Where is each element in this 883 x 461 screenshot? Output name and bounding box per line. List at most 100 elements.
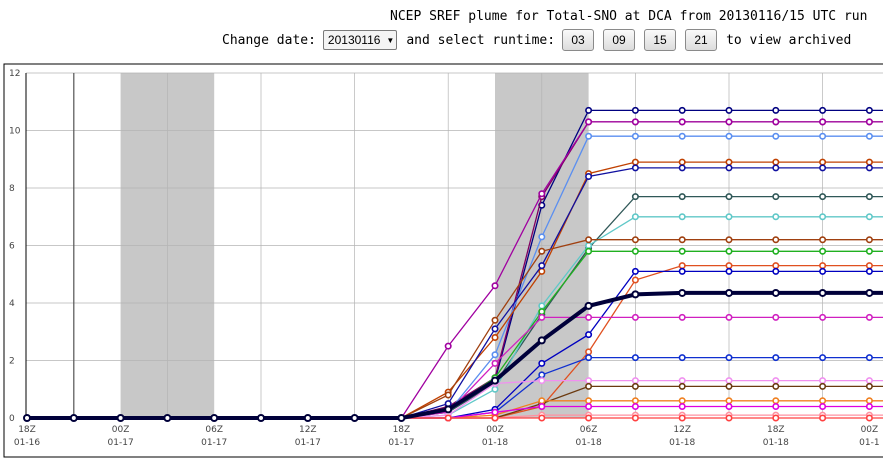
mean-series-line bbox=[27, 290, 883, 420]
mean-series-point bbox=[23, 414, 31, 422]
member-series-point bbox=[819, 158, 827, 166]
change-date-label: Change date: bbox=[222, 32, 316, 48]
member-series-point bbox=[725, 193, 733, 201]
member-series-point bbox=[819, 247, 827, 255]
member-series-point bbox=[585, 106, 593, 114]
x-tick-label-time: 06Z bbox=[580, 425, 598, 435]
member-series-point bbox=[772, 164, 780, 172]
member-series-point bbox=[678, 193, 686, 201]
member-series-point bbox=[631, 402, 639, 410]
member-series-point bbox=[865, 377, 873, 385]
member-series-point bbox=[865, 193, 873, 201]
member-series-point bbox=[538, 233, 546, 241]
member-series-point bbox=[865, 247, 873, 255]
member-series-point bbox=[631, 247, 639, 255]
mean-series-point bbox=[444, 405, 453, 414]
x-tick-label-date: 01-1 bbox=[859, 438, 879, 448]
member-series-point bbox=[678, 158, 686, 166]
member-series-point bbox=[865, 118, 873, 126]
member-series-point bbox=[725, 262, 733, 270]
member-series-point bbox=[631, 213, 639, 221]
mean-series-point bbox=[303, 414, 312, 422]
member-series-point bbox=[725, 313, 733, 321]
chevron-down-icon: ▼ bbox=[386, 35, 395, 45]
member-series-point bbox=[819, 262, 827, 270]
member-series-point bbox=[819, 164, 827, 172]
member-series-point bbox=[865, 397, 873, 405]
member-series-point bbox=[772, 236, 780, 244]
runtime-button-15[interactable]: 15 bbox=[644, 29, 677, 51]
member-series-point bbox=[631, 313, 639, 321]
member-series-point bbox=[444, 414, 452, 422]
member-series-point bbox=[772, 354, 780, 362]
member-series-point bbox=[538, 302, 546, 310]
member-series-point bbox=[631, 236, 639, 244]
member-series-point bbox=[678, 382, 686, 390]
runtime-button-09[interactable]: 09 bbox=[603, 29, 636, 51]
member-series-point bbox=[444, 342, 452, 350]
member-series-point bbox=[631, 267, 639, 275]
member-series-point bbox=[865, 313, 873, 321]
mean-series-point bbox=[631, 290, 640, 299]
member-series-point bbox=[819, 118, 827, 126]
member-series-point bbox=[678, 402, 686, 410]
mean-series-point bbox=[397, 414, 406, 422]
member-series-point bbox=[585, 414, 593, 422]
member-series-point bbox=[538, 313, 546, 321]
page-title: NCEP SREF plume for Total-SNO at DCA fro… bbox=[390, 9, 868, 24]
mean-series-point bbox=[116, 414, 125, 422]
date-select[interactable]: 20130116 ▼ bbox=[322, 30, 398, 50]
mean-series-point bbox=[865, 288, 874, 297]
member-series-point bbox=[678, 247, 686, 255]
member-series-point bbox=[865, 158, 873, 166]
mean-series-point bbox=[771, 288, 780, 297]
member-series-point bbox=[772, 132, 780, 140]
member-series-point bbox=[444, 391, 452, 399]
member-series-point bbox=[631, 106, 639, 114]
mean-series-point bbox=[818, 288, 827, 297]
mean-series-point bbox=[210, 414, 219, 422]
x-tick-label-time: 06Z bbox=[205, 425, 223, 435]
member-series-point bbox=[772, 193, 780, 201]
member-series-point bbox=[725, 164, 733, 172]
member-series-point bbox=[865, 414, 873, 422]
y-tick-label: 2 bbox=[9, 357, 15, 367]
member-series-point bbox=[772, 382, 780, 390]
member-series-point bbox=[538, 414, 546, 422]
member-series-point bbox=[819, 213, 827, 221]
member-series-point bbox=[491, 408, 499, 416]
member-series-point bbox=[538, 267, 546, 275]
member-series-point bbox=[678, 414, 686, 422]
x-tick-label-time: 00Z bbox=[112, 425, 130, 435]
member-series-point bbox=[631, 276, 639, 284]
mean-series-point bbox=[678, 288, 687, 297]
member-series-point bbox=[819, 354, 827, 362]
member-series-point bbox=[678, 354, 686, 362]
member-series-point bbox=[631, 382, 639, 390]
member-series-point bbox=[819, 313, 827, 321]
mean-series-point bbox=[725, 288, 733, 297]
runtime-button-03[interactable]: 03 bbox=[562, 29, 595, 51]
x-tick-label-date: 01-18 bbox=[576, 438, 602, 448]
member-series-point bbox=[585, 348, 593, 356]
member-series-point bbox=[772, 118, 780, 126]
member-series-point bbox=[585, 118, 593, 126]
x-tick-label-date: 01-18 bbox=[482, 438, 508, 448]
member-series-point bbox=[678, 313, 686, 321]
member-series-point bbox=[678, 236, 686, 244]
member-series-point bbox=[772, 247, 780, 255]
x-tick-label-date: 01-17 bbox=[108, 438, 134, 448]
member-series-point bbox=[772, 262, 780, 270]
y-tick-label: 8 bbox=[9, 184, 15, 194]
member-series-point bbox=[725, 106, 733, 114]
member-series-point bbox=[819, 193, 827, 201]
member-series-point bbox=[631, 132, 639, 140]
member-series-point bbox=[865, 262, 873, 270]
runtime-button-21[interactable]: 21 bbox=[685, 29, 718, 51]
member-series-point bbox=[538, 308, 546, 316]
member-series-point bbox=[585, 236, 593, 244]
member-series-point bbox=[678, 267, 686, 275]
member-series-point bbox=[538, 359, 546, 367]
member-series-point bbox=[631, 164, 639, 172]
member-series-point bbox=[865, 132, 873, 140]
